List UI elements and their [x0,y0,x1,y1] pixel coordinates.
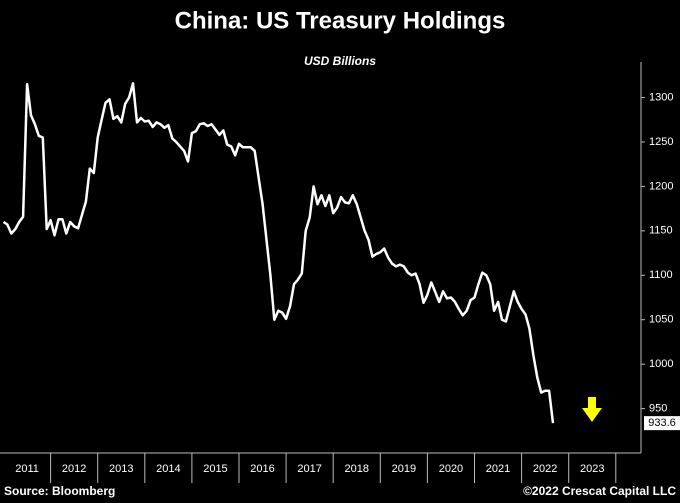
chart-title: China: US Treasury Holdings [175,7,506,34]
chart-subtitle: USD Billions [304,54,376,68]
last-value-box [644,416,680,431]
x-tick-label: 2012 [62,463,86,475]
last-value-label: 933.6 [648,417,676,429]
x-tick-label: 2016 [250,463,274,475]
x-tick-label: 2015 [203,463,227,475]
source: Source: Bloomberg [4,484,115,498]
x-tick-label: 2023 [580,463,604,475]
line [2,82,555,424]
y-tick-label: 1200 [649,180,673,192]
y-tick-label: 950 [649,402,667,414]
copyright: ©2022 Crescat Capital LLC [523,484,676,498]
x-tick-label: 2017 [297,463,321,475]
x-tick-label: 2022 [533,463,557,475]
x-tick-label: 2014 [156,463,180,475]
x-tick-label: 2018 [345,463,369,475]
y-tick-label: 1100 [649,269,673,281]
x-tick-label: 2021 [486,463,510,475]
y-tick-label: 1000 [649,358,673,370]
x-tick-label: 2019 [392,463,416,475]
x-tick-label: 2013 [109,463,133,475]
y-tick-label: 1300 [649,91,673,103]
down-arrow [582,397,602,422]
y-tick-label: 1150 [649,225,673,237]
y-tick-label: 1050 [649,314,673,326]
y-tick-label: 1250 [649,136,673,148]
x-tick-label: 2020 [439,463,463,475]
x-tick-label: 2011 [15,463,39,475]
